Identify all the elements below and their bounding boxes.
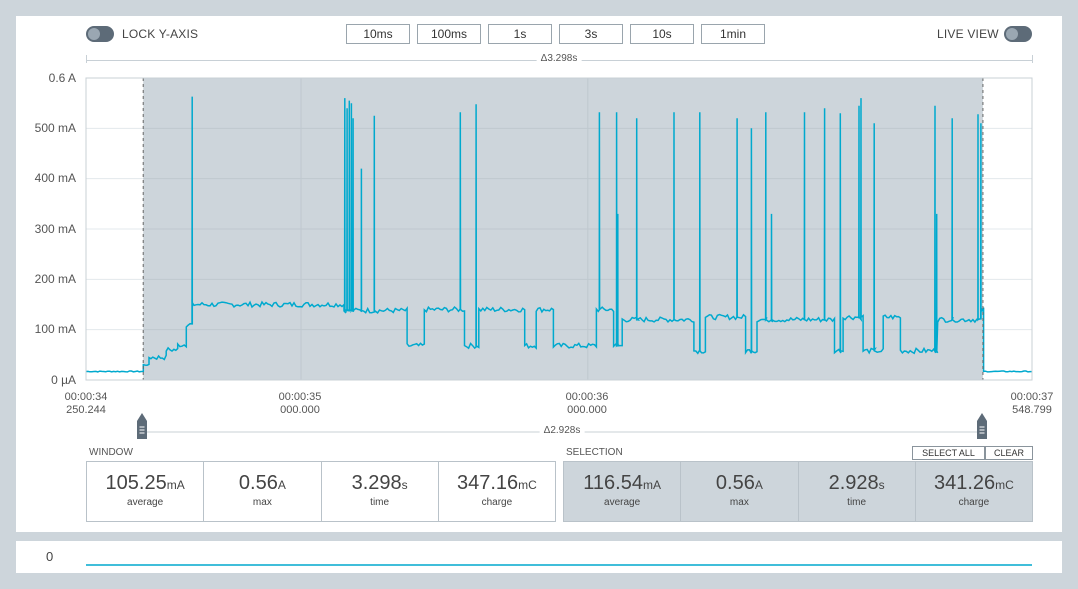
window-stats-title: WINDOW [89, 447, 133, 458]
stat-value: 116.54 [583, 472, 643, 494]
current-trace [85, 96, 1032, 373]
y-tick-label: 200 mA [34, 272, 76, 286]
stat-value: 2.928 [828, 472, 879, 494]
stat-unit: s [401, 478, 408, 492]
zoom-10s-button[interactable]: 10s [630, 24, 694, 44]
stat-unit: mC [995, 478, 1014, 492]
window-ruler-left-tick [86, 55, 87, 63]
overview-trace [86, 564, 1032, 566]
x-tick-label-2: 00:00:36 000.000 [552, 391, 622, 417]
y-tick-label: 100 mA [34, 322, 76, 336]
live-view-toggle[interactable] [1004, 26, 1032, 42]
x-tick-label-1: 00:00:35 000.000 [265, 391, 335, 417]
y-tick-label: 400 mA [34, 171, 76, 185]
y-tick-label: 500 mA [34, 121, 76, 135]
selection-time: 2.928s time [799, 462, 916, 521]
chart-frame [85, 77, 1033, 381]
x-tick-label-0: 00:00:34 250.244 [51, 391, 121, 417]
select-all-button[interactable]: SELECT ALL [912, 446, 985, 460]
stat-value: 341.26 [933, 472, 996, 494]
stat-unit: s [878, 478, 885, 492]
selection-delta-label: Δ2.928s [539, 425, 585, 436]
stat-unit: mA [642, 478, 661, 492]
x-tick-sub: 000.000 [280, 404, 320, 416]
x-tick-time: 00:00:34 [64, 391, 108, 403]
selection-left-handle[interactable] [137, 413, 147, 439]
zoom-1min-button[interactable]: 1min [701, 24, 765, 44]
x-tick-label-3: 00:00:37 548.799 [997, 391, 1067, 417]
y-tick-label: 0 µA [51, 373, 76, 387]
toggle-knob [1006, 28, 1018, 40]
stat-value: 105.25 [105, 472, 167, 494]
lock-y-axis-label: LOCK Y-AXIS [122, 27, 199, 41]
main-chart-panel: LOCK Y-AXIS 10ms 100ms 1s 3s 10s 1min LI… [16, 16, 1062, 532]
x-tick-sub: 250.244 [66, 404, 106, 416]
current-chart[interactable] [16, 66, 1062, 396]
x-tick-time: 00:00:35 [278, 391, 322, 403]
x-tick-time: 00:00:36 [565, 391, 609, 403]
stat-unit: A [277, 478, 286, 492]
window-delta-label: Δ3.298s [536, 53, 582, 64]
stat-value: 0.56 [238, 472, 278, 494]
stat-label: charge [481, 497, 513, 508]
stat-value: 0.56 [715, 472, 755, 494]
stat-value: 3.298 [351, 472, 402, 494]
stat-label: max [252, 497, 272, 508]
stat-label: charge [958, 497, 990, 508]
stat-label: time [370, 497, 390, 508]
y-tick-label: 0.6 A [48, 71, 76, 85]
stat-label: time [847, 497, 867, 508]
window-stats: 105.25mA average 0.56A max 3.298s time 3… [86, 461, 556, 522]
window-max: 0.56A max [204, 462, 322, 521]
stat-label: average [604, 497, 641, 508]
x-tick-sub: 548.799 [1012, 404, 1052, 416]
stat-unit: mA [166, 478, 185, 492]
selection-charge: 341.26mC charge [916, 462, 1032, 521]
x-tick-sub: 000.000 [567, 404, 607, 416]
stat-label: average [127, 497, 164, 508]
stat-value: 347.16 [456, 472, 519, 494]
y-tick-label: 300 mA [34, 222, 76, 236]
clear-button[interactable]: CLEAR [985, 446, 1033, 460]
window-time: 3.298s time [322, 462, 439, 521]
overview-zero-label: 0 [46, 549, 54, 564]
zoom-100ms-button[interactable]: 100ms [417, 24, 481, 44]
zoom-1s-button[interactable]: 1s [488, 24, 552, 44]
stat-unit: mC [518, 478, 537, 492]
window-ruler-right-tick [1032, 55, 1033, 63]
zoom-10ms-button[interactable]: 10ms [346, 24, 410, 44]
toggle-knob [88, 28, 100, 40]
lock-y-axis-toggle[interactable] [86, 26, 114, 42]
overview-panel[interactable]: 0 [16, 541, 1062, 573]
stat-unit: A [754, 478, 763, 492]
x-tick-time: 00:00:37 [1010, 391, 1054, 403]
window-average: 105.25mA average [87, 462, 205, 521]
selection-average: 116.54mA average [564, 462, 682, 521]
selection-right-handle[interactable] [977, 413, 987, 439]
selection-max: 0.56A max [681, 462, 799, 521]
window-charge: 347.16mC charge [439, 462, 555, 521]
zoom-3s-button[interactable]: 3s [559, 24, 623, 44]
selection-stats: 116.54mA average 0.56A max 2.928s time 3… [563, 461, 1033, 522]
live-view-label: LIVE VIEW [937, 27, 999, 41]
stat-label: max [729, 497, 749, 508]
selection-stats-title: SELECTION [566, 447, 623, 458]
